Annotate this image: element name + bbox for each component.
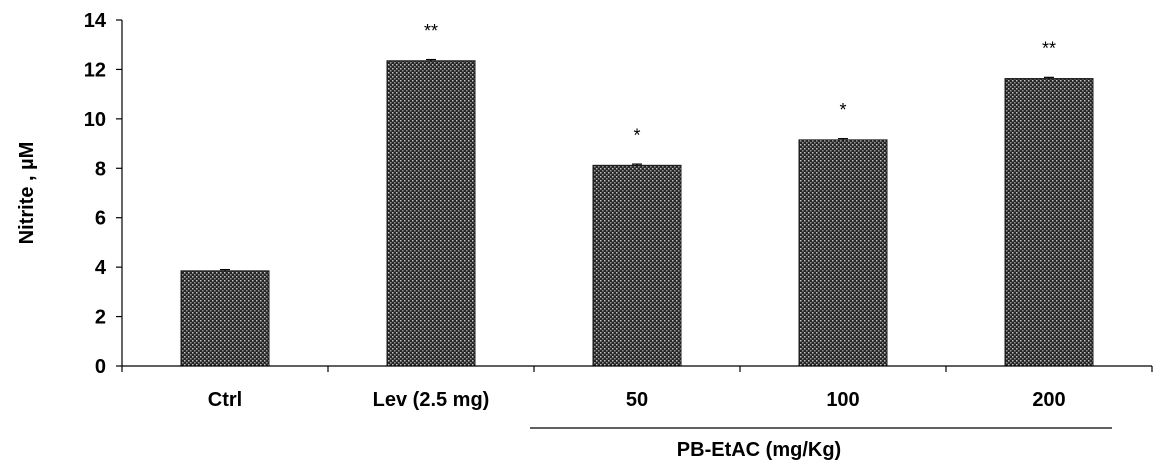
y-axis-title: Nitrite , µM (16, 142, 38, 245)
y-tick-label: 10 (84, 109, 106, 131)
bars: ****** (180, 21, 1094, 367)
x-tick-label: Ctrl (208, 389, 242, 411)
x-tick-label: 50 (626, 389, 648, 411)
bar-4 (798, 139, 888, 367)
y-tick-label: 6 (95, 208, 106, 230)
y-tick-label: 12 (84, 59, 106, 81)
significance-label: * (839, 100, 846, 120)
significance-label: ** (424, 21, 438, 41)
significance-label: * (633, 125, 640, 145)
x-tick-label: 100 (826, 389, 859, 411)
bar-5 (1004, 78, 1094, 367)
x-tick-label: Lev (2.5 mg) (373, 389, 490, 411)
y-tick-label: 4 (95, 257, 107, 279)
significance-label: ** (1042, 39, 1056, 59)
group-bracket: PB-EtAC (mg/Kg) (530, 427, 1112, 461)
x-tick-label: 200 (1032, 389, 1065, 411)
bar-3 (592, 164, 682, 367)
y-tick-label: 8 (95, 158, 106, 180)
x-axis: Ctrl Lev (2.5 mg) 50 100 200 (121, 365, 1153, 411)
y-tick-label: 14 (84, 10, 107, 32)
bar-1 (180, 270, 270, 367)
y-tick-label: 0 (95, 356, 106, 378)
y-axis: 0 2 4 6 8 10 12 14 (84, 10, 123, 378)
bar-2 (386, 60, 476, 367)
y-tick-label: 2 (95, 307, 106, 329)
group-label: PB-EtAC (mg/Kg) (677, 439, 841, 461)
